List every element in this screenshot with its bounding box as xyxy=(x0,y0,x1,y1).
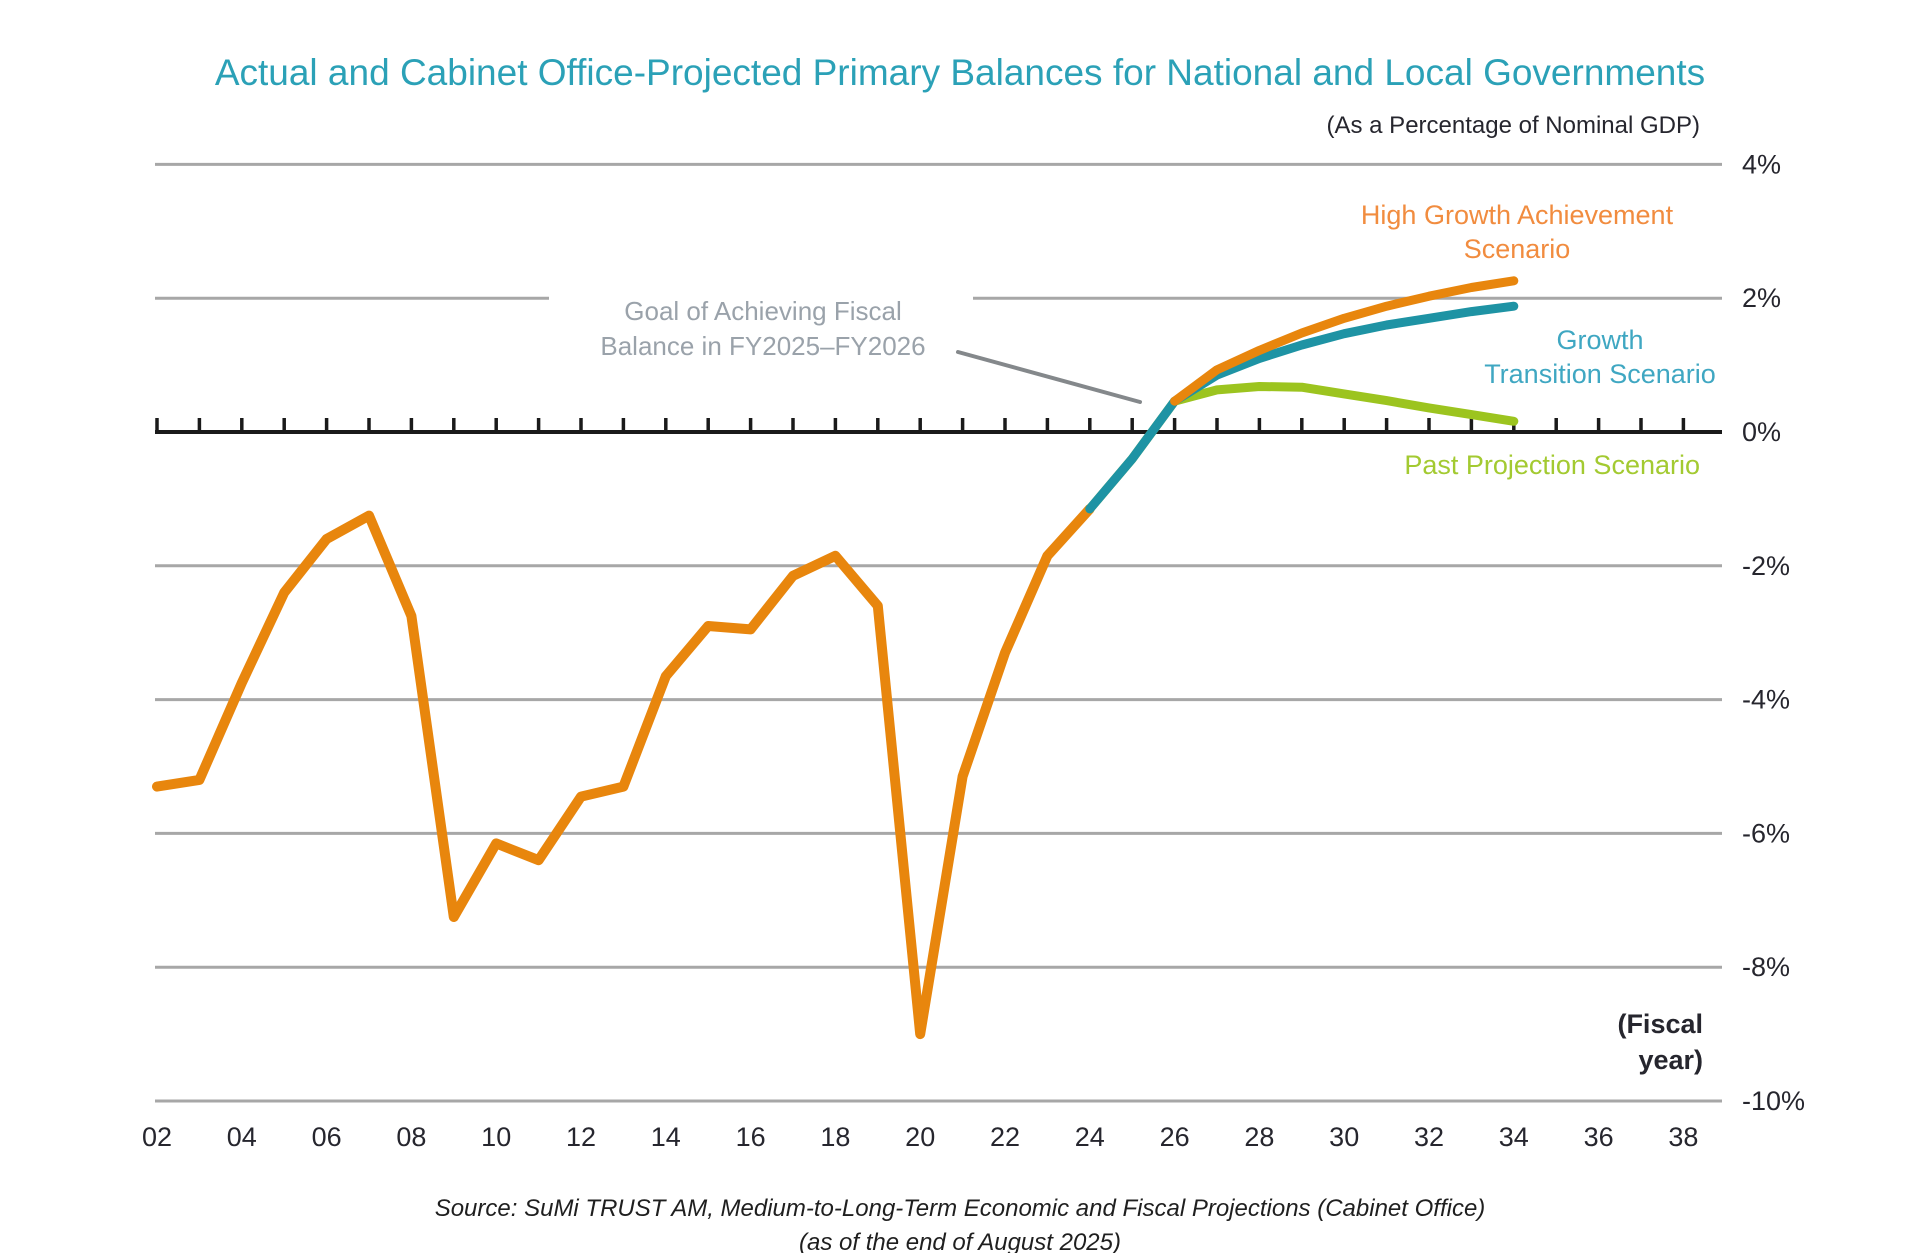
series-label-past-projection-scenario-line-1: Past Projection Scenario xyxy=(1404,450,1700,480)
y-tick-label--2: -2% xyxy=(1742,551,1790,581)
source-line-2: (as of the end of August 2025) xyxy=(799,1229,1121,1253)
chart-subtitle: (As a Percentage of Nominal GDP) xyxy=(1326,112,1701,139)
annotation-line-1: Goal of Achieving Fiscal xyxy=(624,296,901,326)
series-line-orange-high-growth-achievement-scenario xyxy=(1170,276,1519,406)
source-line-1: Source: SuMi TRUST AM, Medium-to-Long-Te… xyxy=(434,1195,1486,1222)
series-line-green-past-projection-scenario xyxy=(1085,382,1519,514)
x-tick-label-02: 02 xyxy=(142,1122,172,1152)
y-tick-label--4: -4% xyxy=(1742,685,1790,715)
x-tick-label-04: 04 xyxy=(227,1122,257,1152)
series-label-high-growth-achievement-scenario-line-2: Scenario xyxy=(1464,234,1571,264)
x-tick-label-24: 24 xyxy=(1075,1122,1105,1152)
x-tick-label-08: 08 xyxy=(396,1122,426,1152)
x-tick-label-16: 16 xyxy=(736,1122,766,1152)
x-tick-label-38: 38 xyxy=(1668,1122,1698,1152)
series-label-growth-transition-scenario-line-2: Transition Scenario xyxy=(1484,359,1716,389)
series-line-teal-growth-transition-scenario xyxy=(1085,301,1519,514)
x-axis-unit-line-1: (Fiscal xyxy=(1617,1009,1703,1039)
x-tick-label-30: 30 xyxy=(1329,1122,1359,1152)
y-tick-label--6: -6% xyxy=(1742,818,1790,848)
x-tick-label-10: 10 xyxy=(481,1122,511,1152)
series-label-high-growth-achievement-scenario-line-1: High Growth Achievement xyxy=(1361,200,1674,230)
y-tick-label-2: 2% xyxy=(1742,283,1781,313)
source-note: Source: SuMi TRUST AM, Medium-to-Long-Te… xyxy=(20,1192,1900,1253)
x-tick-label-32: 32 xyxy=(1414,1122,1444,1152)
x-tick-label-12: 12 xyxy=(566,1122,596,1152)
annotation-leader-line xyxy=(956,350,1142,404)
x-tick-label-26: 26 xyxy=(1160,1122,1190,1152)
x-tick-label-36: 36 xyxy=(1584,1122,1614,1152)
x-axis-unit-label: (Fiscal year) xyxy=(0,1006,1703,1078)
x-tick-label-14: 14 xyxy=(651,1122,681,1152)
y-tick-label--8: -8% xyxy=(1742,952,1790,982)
x-tick-label-06: 06 xyxy=(312,1122,342,1152)
x-tick-label-20: 20 xyxy=(905,1122,935,1152)
annotation-backdrop xyxy=(549,284,973,368)
x-tick-label-28: 28 xyxy=(1244,1122,1274,1152)
y-tick-label--10: -10% xyxy=(1742,1086,1805,1116)
chart-title: Actual and Cabinet Office-Projected Prim… xyxy=(214,52,1706,93)
x-tick-label-22: 22 xyxy=(990,1122,1020,1152)
y-tick-label-0: 0% xyxy=(1742,417,1781,447)
annotation-line-2: Balance in FY2025–FY2026 xyxy=(600,331,925,361)
y-tick-label-4: 4% xyxy=(1742,149,1781,179)
series-label-growth-transition-scenario-line-1: Growth xyxy=(1556,325,1643,355)
x-axis-unit-line-2: year) xyxy=(1638,1045,1703,1075)
x-tick-label-34: 34 xyxy=(1499,1122,1529,1152)
x-tick-label-18: 18 xyxy=(820,1122,850,1152)
series-line-orange-actual-fy2002-fy2024- xyxy=(152,503,1095,1040)
